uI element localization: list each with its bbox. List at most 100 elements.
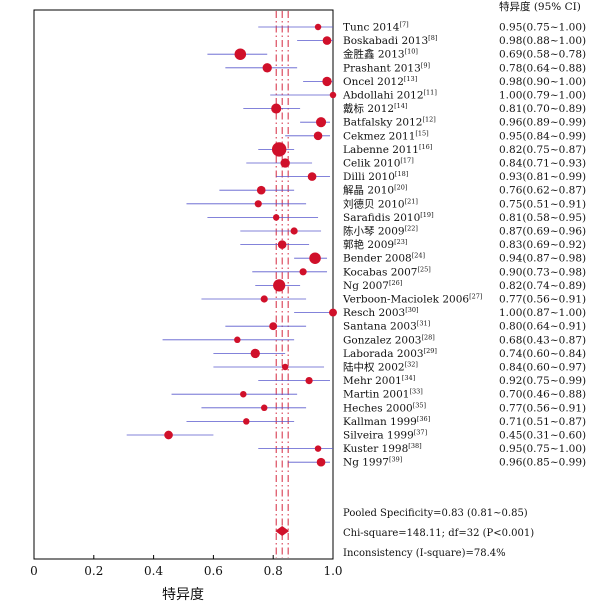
study-row: 郭艳 2009[23] 0.83(0.69~0.92) [240, 238, 586, 251]
point-estimate [273, 279, 286, 292]
point-estimate [281, 363, 289, 371]
study-label: Gonzalez 2003[28] [343, 333, 435, 346]
point-estimate [164, 430, 173, 440]
point-estimate [309, 252, 321, 264]
study-row: Ng 1997[39] 0.96(0.85~0.99) [288, 456, 586, 469]
study-label: Prashant 2013[9] [343, 61, 430, 74]
study-label: Laborada 2003[29] [343, 347, 437, 360]
study-row: 陆中权 2002[32] 0.84(0.60~0.97) [213, 361, 586, 374]
point-estimate [313, 131, 323, 141]
ci-value: 1.00(0.87~1.00) [499, 307, 586, 319]
ci-value: 0.74(0.60~0.84) [499, 348, 586, 360]
reference-number: [12] [422, 116, 435, 124]
reference-number: [25] [417, 265, 430, 273]
study-label: 郭艳 2009[23] [343, 238, 407, 251]
study-row: 陈小琴 2009[22] 0.87(0.69~0.96) [240, 225, 586, 238]
ci-value: 0.93(0.81~0.99) [499, 171, 586, 183]
ci-value: 0.76(0.62~0.87) [499, 185, 586, 197]
reference-lines [275, 11, 289, 558]
point-estimate [314, 445, 322, 452]
study-row: Resch 2003[30] 1.00(0.87~1.00) [294, 306, 586, 319]
ci-value: 0.87(0.69~0.96) [499, 226, 586, 238]
study-row: Laborada 2003[29] 0.74(0.60~0.84) [213, 347, 586, 360]
study-row: Ng 2007[26] 0.82(0.74~0.89) [255, 279, 586, 292]
point-estimate [316, 457, 326, 467]
study-row: Gonzalez 2003[28] 0.68(0.43~0.87) [162, 333, 586, 346]
stat-line: Pooled Specificity=0.83 (0.81~0.85) [343, 508, 528, 519]
study-label: 陆中权 2002[32] [343, 361, 418, 374]
study-label: 戴标 2012[14] [343, 102, 407, 115]
ci-value: 0.96(0.85~0.99) [499, 457, 586, 469]
ci-value: 0.82(0.74~0.89) [499, 280, 586, 292]
x-tick-label: 0.6 [204, 564, 223, 578]
reference-number: [16] [419, 143, 432, 151]
study-label: Kuster 1998[38] [343, 442, 422, 455]
study-row: Kuster 1998[38] 0.95(0.75~1.00) [258, 442, 586, 455]
study-row: Santana 2003[31] 0.80(0.64~0.91) [225, 320, 586, 333]
reference-number: [32] [405, 361, 418, 369]
ci-value: 0.84(0.60~0.97) [499, 362, 586, 374]
point-estimate [250, 348, 260, 359]
study-label: Kallman 1999[36] [343, 415, 430, 428]
ci-value: 0.95(0.75~1.00) [499, 22, 586, 34]
study-row: Silveira 1999[37] 0.45(0.31~0.60) [126, 429, 586, 442]
ci-value: 0.69(0.58~0.78) [499, 49, 586, 61]
study-row: Kallman 1999[36] 0.71(0.51~0.87) [186, 415, 586, 428]
reference-number: [7] [399, 21, 408, 29]
point-estimate [280, 158, 290, 168]
stat-line: Inconsistency (I-square)=78.4% [343, 548, 506, 559]
ci-value: 0.80(0.64~0.91) [499, 321, 586, 333]
reference-number: [30] [405, 306, 418, 314]
ci-value: 0.82(0.75~0.87) [499, 144, 586, 156]
study-label: Celik 2010[17] [343, 157, 414, 170]
point-estimate [314, 23, 322, 31]
study-row: Boskabadi 2013[8] 0.98(0.88~1.00) [297, 34, 586, 47]
study-label: Abdollahi 2012[11] [342, 89, 437, 102]
study-row: Prashant 2013[9] 0.78(0.64~0.88) [225, 61, 586, 74]
point-estimate [243, 418, 250, 425]
study-label: Santana 2003[31] [343, 320, 430, 333]
ci-value: 0.75(0.51~0.91) [499, 198, 586, 210]
reference-number: [34] [402, 374, 415, 382]
study-label: Dilli 2010[18] [343, 170, 408, 183]
study-row: Martin 2001[33] 0.70(0.46~0.88) [171, 388, 586, 401]
point-estimate [262, 63, 272, 73]
study-label: Sarafidis 2010[19] [343, 211, 434, 224]
x-axis-label: 特异度 [162, 587, 204, 603]
point-estimate [254, 200, 262, 208]
stat-line: Chi-square=148.11; df=32 (P<0.001) [343, 528, 534, 539]
reference-number: [24] [412, 252, 425, 260]
ci-value: 0.83(0.69~0.92) [499, 239, 586, 251]
ci-value: 0.90(0.73~0.98) [499, 266, 586, 278]
study-row: 金胜鑫 2013[10] 0.69(0.58~0.78) [207, 48, 586, 61]
ci-value: 0.45(0.31~0.60) [499, 430, 586, 442]
reference-number: [8] [428, 34, 437, 42]
ci-value: 0.98(0.90~1.00) [499, 76, 586, 88]
study-label: 陈小琴 2009[22] [343, 225, 418, 238]
study-row: 戴标 2012[14] 0.81(0.70~0.89) [243, 102, 586, 115]
reference-number: [28] [421, 333, 434, 341]
study-row: Batfalsky 2012[12] 0.96(0.89~0.99) [300, 116, 586, 129]
point-estimate [329, 91, 337, 99]
ci-value: 0.94(0.87~0.98) [499, 253, 586, 265]
pooled-estimate [275, 526, 290, 536]
study-label: Oncel 2012[13] [343, 75, 417, 88]
study-label: 解晶 2010[20] [343, 184, 407, 197]
study-label: Kocabas 2007[25] [343, 265, 431, 278]
study-row: Heches 2000[35] 0.77(0.56~0.91) [201, 401, 586, 414]
study-row: Mehr 2001[34] 0.92(0.75~0.99) [258, 374, 586, 387]
point-estimate [234, 336, 241, 344]
reference-number: [38] [408, 442, 421, 450]
ci-value: 0.95(0.75~1.00) [499, 443, 586, 455]
reference-number: [14] [394, 102, 407, 110]
point-estimate [316, 117, 327, 128]
point-estimate [260, 404, 268, 412]
study-row: Dilli 2010[18] 0.93(0.81~0.99) [276, 170, 586, 183]
study-label: Resch 2003[30] [343, 306, 419, 319]
study-row: Verboon-Maciolek 2006[27] 0.77(0.56~0.91) [201, 293, 586, 306]
study-row: Sarafidis 2010[19] 0.81(0.58~0.95) [207, 211, 586, 224]
point-estimate [272, 214, 280, 221]
study-row: 刘德贝 2010[21] 0.75(0.51~0.91) [186, 197, 586, 210]
reference-number: [26] [389, 279, 402, 287]
point-estimate [305, 377, 313, 385]
